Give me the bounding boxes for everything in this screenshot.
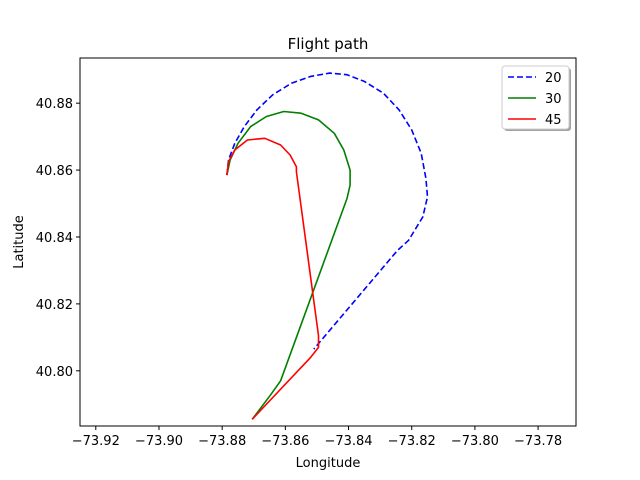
series-line-30 xyxy=(226,110,351,420)
legend-label: 20 xyxy=(545,71,562,86)
axes-frame xyxy=(79,57,577,427)
y-tick-label: 40.82 xyxy=(36,298,73,313)
y-tick-label: 40.86 xyxy=(36,164,73,179)
x-axis-label: Longitude xyxy=(296,456,361,471)
legend-label: 30 xyxy=(545,92,562,107)
series-line-45 xyxy=(226,137,320,420)
series-line-20 xyxy=(226,72,429,350)
x-tick-label: −73.90 xyxy=(135,434,183,449)
y-tick-label: 40.84 xyxy=(36,231,73,246)
x-tick-label: −73.88 xyxy=(198,434,246,449)
x-tick-label: −73.78 xyxy=(514,434,562,449)
chart-title: Flight path xyxy=(288,35,369,53)
y-tick-label: 40.80 xyxy=(36,365,73,380)
y-tick-label: 40.88 xyxy=(36,97,73,112)
x-tick-label: −73.84 xyxy=(324,434,372,449)
plot-area xyxy=(226,72,429,420)
legend: 20 30 45 xyxy=(501,65,571,131)
legend-label: 45 xyxy=(545,113,562,128)
x-tick-label: −73.82 xyxy=(388,434,436,449)
y-axis-label: Latitude xyxy=(12,215,27,269)
x-axis: −73.92 −73.90 −73.88 −73.86 −73.84 −73.82 −73.… xyxy=(72,426,562,449)
x-tick-label: −73.80 xyxy=(451,434,499,449)
y-axis: 40.80 40.82 40.84 40.86 40.88 xyxy=(36,97,80,380)
x-tick-label: −73.92 xyxy=(72,434,120,449)
x-tick-label: −73.86 xyxy=(261,434,309,449)
